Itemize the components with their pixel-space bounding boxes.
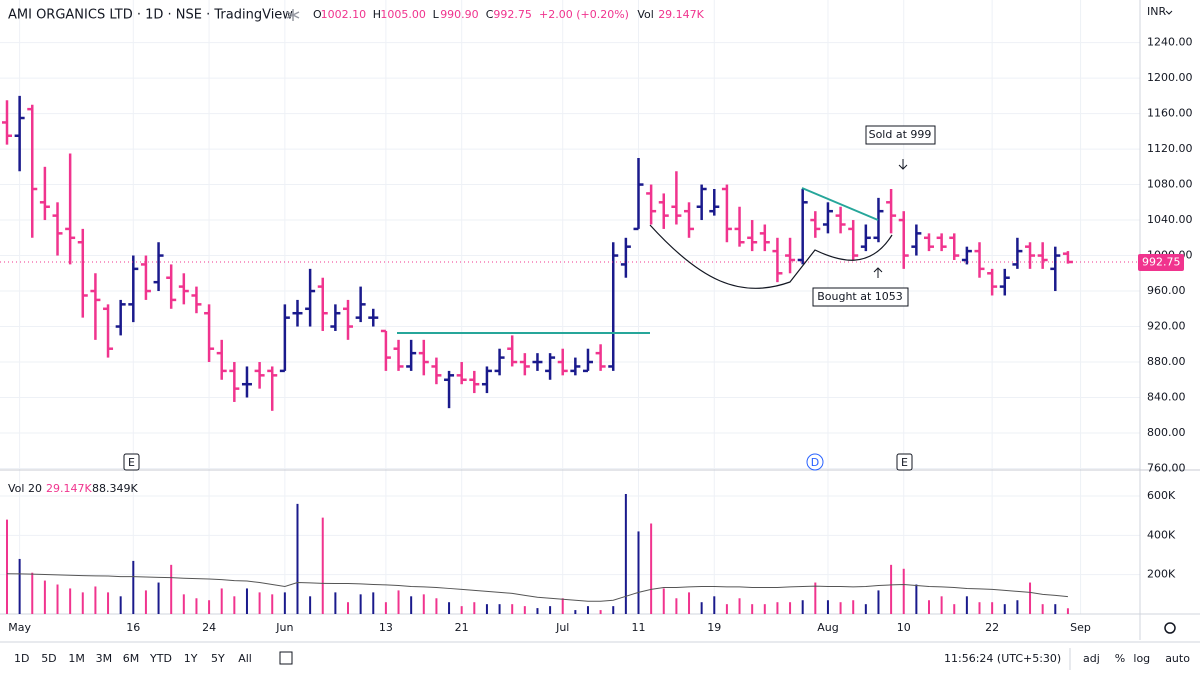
volume-tick-label: 400K [1147, 528, 1176, 541]
ohlc-value: 990.90 [440, 8, 479, 21]
dividend-label: D [811, 456, 819, 469]
time-tick-label: 13 [379, 621, 393, 634]
price-tick-label: 760.00 [1147, 462, 1186, 475]
earnings-marker[interactable] [896, 453, 913, 471]
arrow-down [898, 159, 908, 170]
time-tick-label: 16 [126, 621, 140, 634]
annotation: Bought at 1053 [817, 290, 903, 303]
time-tick-label: Sep [1070, 621, 1091, 634]
time-tick-label: 11 [632, 621, 646, 634]
last-price-label: 992.75 [1142, 255, 1181, 268]
last-price-box [1138, 253, 1184, 271]
price-tick-label: 1040.00 [1147, 213, 1193, 226]
price-tick-label: 1200.00 [1147, 71, 1193, 84]
price-tick-label: 960.00 [1147, 284, 1186, 297]
range-button[interactable]: 1Y [184, 652, 198, 665]
time-tick-label: May [8, 621, 31, 634]
range-button[interactable]: 5Y [211, 652, 225, 665]
ohlc-label: L [433, 8, 440, 21]
date-range-icon[interactable] [279, 651, 293, 665]
annotation: Sold at 999 [869, 128, 932, 141]
ohlc-value: 992.75 [493, 8, 532, 21]
earnings-label: E [128, 456, 135, 469]
ohlc-value: 1005.00 [380, 8, 426, 21]
volume-legend-value: 29.147K [46, 482, 92, 495]
currency[interactable]: INR [1147, 5, 1166, 18]
scale-option[interactable]: % [1115, 652, 1125, 665]
price-tick-label: 1120.00 [1147, 142, 1193, 155]
range-button[interactable]: 6M [123, 652, 140, 665]
price-tick-label: 1160.00 [1147, 107, 1193, 120]
time-tick-label: 10 [897, 621, 911, 634]
cup-curve [649, 224, 893, 289]
time-tick-label: Jun [275, 621, 293, 634]
arrow-up [873, 267, 883, 278]
scale-option[interactable]: log [1133, 652, 1150, 665]
scale-option[interactable]: adj [1083, 652, 1100, 665]
range-button[interactable]: 3M [96, 652, 113, 665]
clock: 11:56:24 (UTC+5:30) [944, 652, 1061, 665]
volume-ma [6, 573, 1068, 602]
price-tick-label: 1080.00 [1147, 178, 1193, 191]
scale-option[interactable]: auto [1165, 652, 1190, 665]
annotation-box [812, 287, 909, 307]
time-tick-label: 19 [707, 621, 721, 634]
range-button[interactable]: All [238, 652, 252, 665]
range-button[interactable]: YTD [149, 652, 172, 665]
earnings-label: E [901, 456, 908, 469]
volume-legend-name: Vol 20 [8, 482, 42, 495]
ohlc-value: 1002.10 [321, 8, 367, 21]
settings-gear[interactable] [1164, 622, 1176, 634]
ohlc-label: H [373, 8, 381, 21]
volume-ma-value: 88.349K [92, 482, 138, 495]
time-tick-label: 22 [985, 621, 999, 634]
ohlc-label: O [313, 8, 322, 21]
price-tick-label: 800.00 [1147, 426, 1186, 439]
settings-icon[interactable] [286, 9, 300, 21]
marks [0, 95, 1140, 614]
price-tick-label: 1240.00 [1147, 36, 1193, 49]
range-button[interactable]: 5D [41, 652, 56, 665]
time-tick-label: 21 [455, 621, 469, 634]
price-tick-label: 880.00 [1147, 355, 1186, 368]
symbol-title: AMI ORGANICS LTD · 1D · NSE · TradingVie… [8, 8, 293, 23]
trend-line [801, 187, 879, 221]
range-button[interactable]: 1D [14, 652, 29, 665]
time-tick-label: 24 [202, 621, 216, 634]
price-tick-label: 920.00 [1147, 320, 1186, 333]
volume-label: Vol [637, 8, 653, 21]
volume-tick-label: 600K [1147, 489, 1176, 502]
ohlc-label: C [486, 8, 494, 21]
time-tick-label: Jul [555, 621, 569, 634]
grid [0, 0, 1140, 614]
dividend-marker[interactable] [806, 453, 824, 471]
range-button[interactable]: 1M [68, 652, 85, 665]
dropdown-icon [1165, 10, 1173, 15]
volume-tick-label: 200K [1147, 568, 1176, 581]
volume-value: 29.147K [658, 8, 704, 21]
annotation-box [865, 125, 936, 145]
time-tick-label: Aug [817, 621, 838, 634]
earnings-marker[interactable] [123, 453, 140, 471]
price-tick-label: 840.00 [1147, 391, 1186, 404]
change: +2.00 (+0.20%) [539, 8, 629, 21]
